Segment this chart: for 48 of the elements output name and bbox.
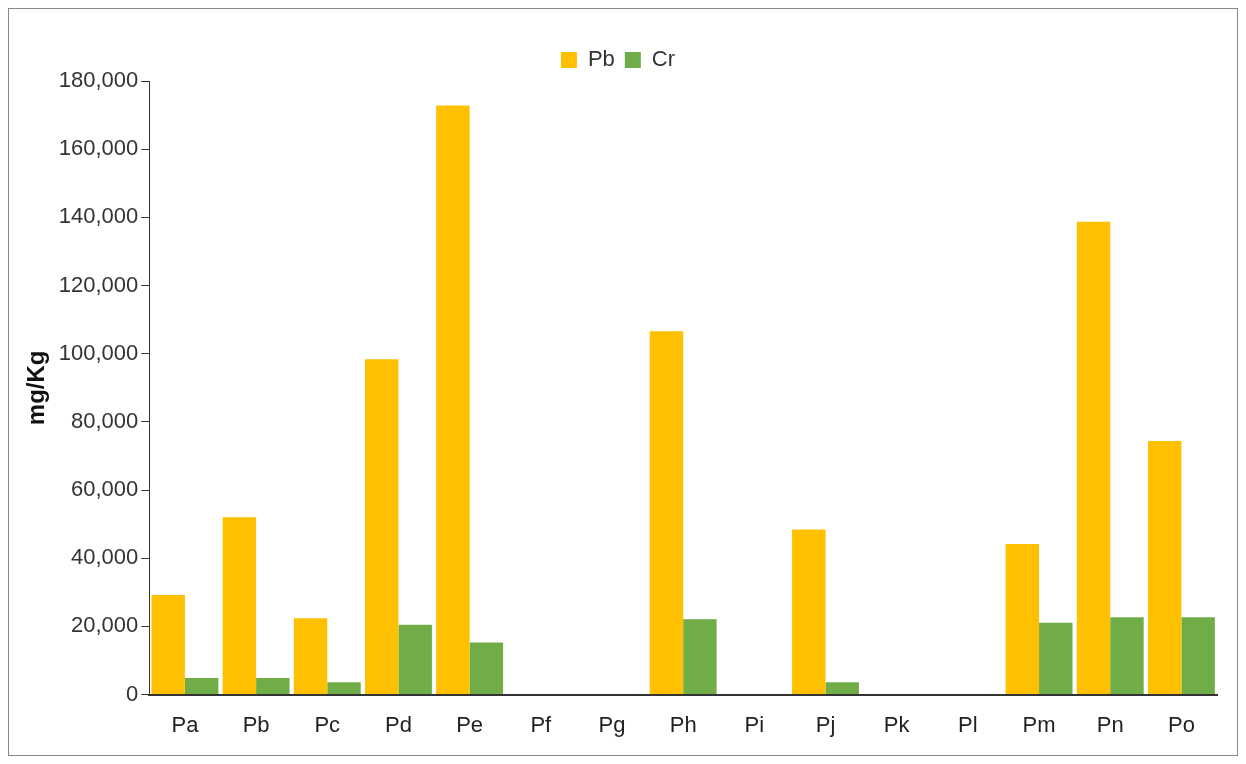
y-axis-title: mg/Kg xyxy=(22,350,50,426)
legend-label: Pb xyxy=(587,46,615,72)
x-tick-label: Pb xyxy=(242,711,270,737)
y-tick-label: 180,000 xyxy=(58,67,139,93)
bar xyxy=(469,642,504,695)
y-tick-label: 120,000 xyxy=(58,271,139,297)
y-tick-label: 20,000 xyxy=(71,612,139,638)
x-tick-label: Pj xyxy=(815,711,836,737)
x-tick-label: Pk xyxy=(883,711,911,737)
x-tick-label: Pa xyxy=(171,711,200,737)
bar xyxy=(222,517,257,695)
x-tick-label: Pl xyxy=(958,711,978,737)
bar xyxy=(1039,622,1073,695)
y-tick-label: 80,000 xyxy=(71,407,139,433)
x-tick-label: Ph xyxy=(669,711,697,737)
bar xyxy=(327,682,361,695)
bar xyxy=(1076,221,1111,695)
bar xyxy=(1147,440,1182,695)
bar xyxy=(436,105,470,695)
bar xyxy=(792,529,826,695)
bar xyxy=(1005,543,1040,695)
y-tick-label: 140,000 xyxy=(58,203,139,229)
legend-label: Cr xyxy=(651,46,676,72)
x-tick-label: Pe xyxy=(456,711,484,737)
y-tick-label: 160,000 xyxy=(58,135,139,161)
bar xyxy=(1110,617,1144,695)
y-tick-label: 0 xyxy=(126,680,139,706)
x-tick-label: Pn xyxy=(1096,711,1124,737)
bar xyxy=(184,677,219,695)
x-tick-label: Pi xyxy=(744,711,765,737)
bar xyxy=(365,359,399,695)
y-tick-label: 100,000 xyxy=(58,339,139,365)
x-tick-label: Pf xyxy=(530,711,553,737)
bar xyxy=(1181,617,1215,695)
bar xyxy=(256,677,290,695)
bar xyxy=(825,682,859,695)
bar xyxy=(683,619,717,695)
bar xyxy=(293,618,328,695)
y-tick-label: 60,000 xyxy=(71,476,139,502)
bar xyxy=(151,595,185,695)
x-tick-label: Pg xyxy=(598,711,626,737)
bar xyxy=(649,331,684,695)
y-tick-label: 40,000 xyxy=(71,544,139,570)
x-tick-label: Pm xyxy=(1022,711,1056,737)
x-tick-label: Pd xyxy=(384,711,412,737)
bar xyxy=(398,624,432,695)
x-tick-label: Po xyxy=(1167,711,1195,737)
x-tick-label: Pc xyxy=(314,711,341,737)
